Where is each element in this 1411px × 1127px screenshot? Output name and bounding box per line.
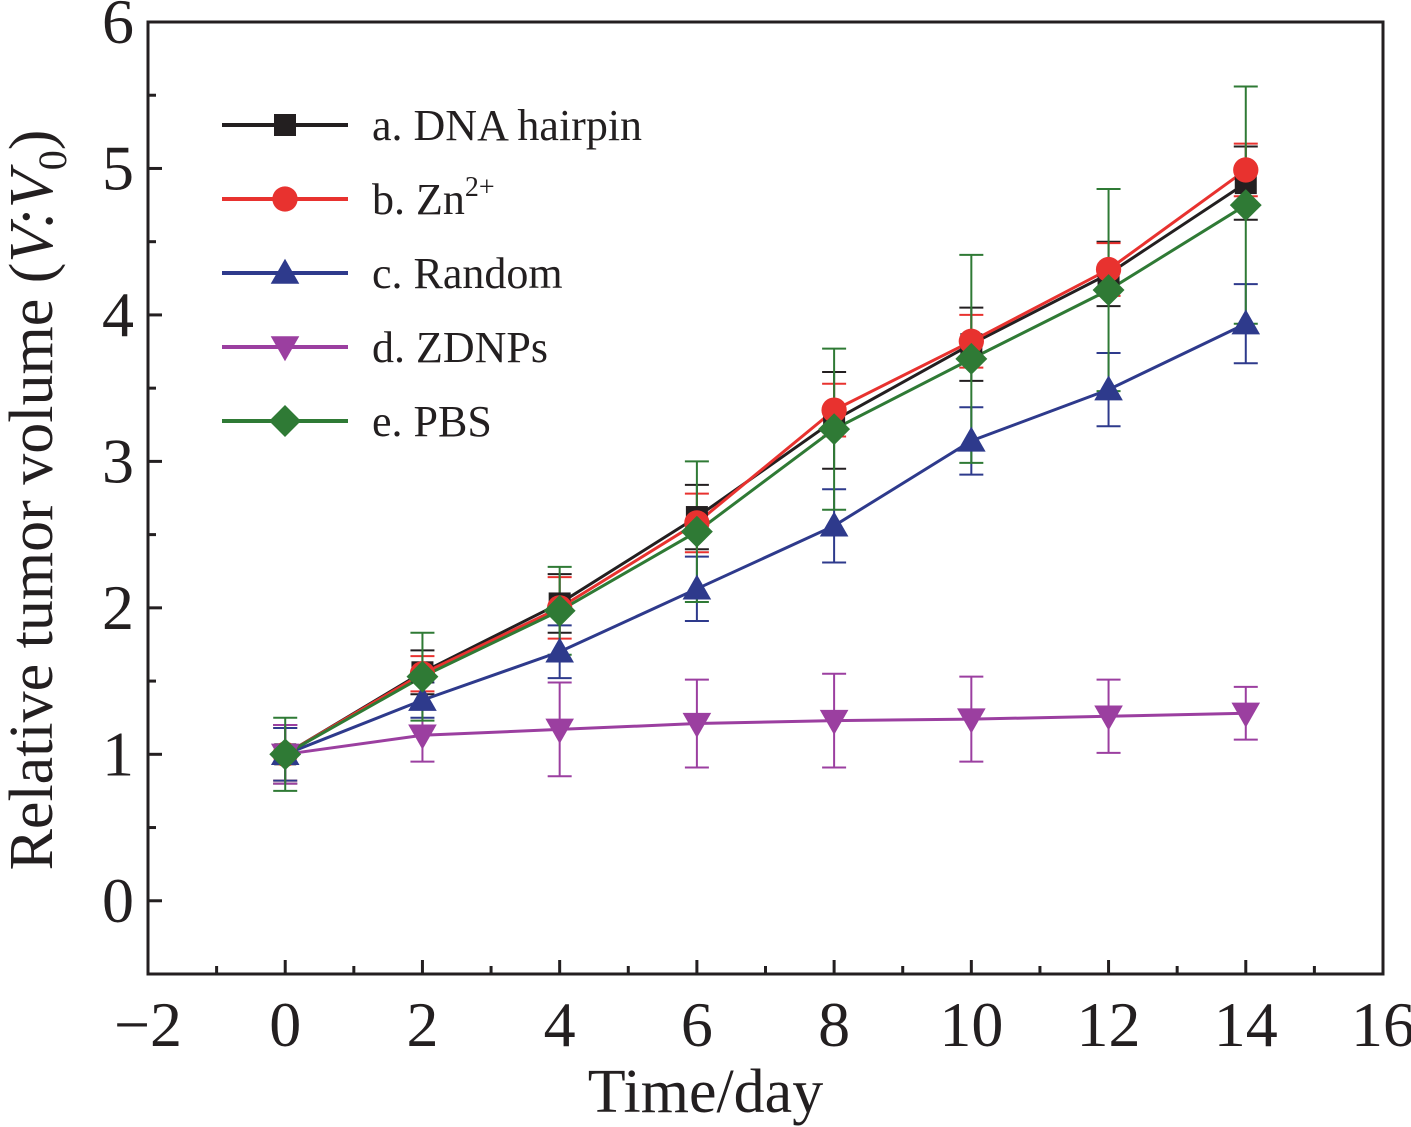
series-lines — [284, 168, 1247, 756]
data-point — [1094, 375, 1123, 401]
y-tick-label: 5 — [102, 132, 134, 203]
data-point — [818, 413, 851, 446]
legend-label: d. ZDNPs — [372, 323, 548, 372]
x-axis-label: Time/day — [588, 1058, 823, 1126]
data-point — [819, 511, 849, 537]
data-point — [545, 718, 574, 744]
data-point — [1095, 256, 1122, 283]
legend-marker — [269, 405, 301, 437]
data-point — [819, 709, 849, 735]
data-point — [957, 708, 986, 734]
y-axis-label: Relative tumor volume (V:V0) — [0, 130, 75, 871]
legend-label: a. DNA hairpin — [372, 101, 642, 150]
series-line — [285, 711, 1246, 756]
data-point — [680, 515, 713, 548]
legend-marker — [272, 186, 298, 212]
x-tick-label: 12 — [1077, 989, 1141, 1060]
x-tick-label: 14 — [1214, 989, 1278, 1060]
data-point — [1092, 274, 1125, 306]
legend-marker — [274, 114, 296, 136]
y-tick-label: 0 — [102, 865, 134, 936]
data-point — [406, 660, 439, 693]
legend-label: b. Zn2+ — [372, 172, 495, 224]
x-tick-label: 4 — [544, 989, 576, 1060]
x-tick-label: 0 — [269, 989, 301, 1060]
series-line — [284, 203, 1247, 756]
data-point — [1231, 309, 1261, 335]
y-tick-label: 1 — [102, 718, 134, 789]
y-tick-label: 4 — [102, 279, 134, 350]
legend-label: c. Random — [372, 249, 563, 298]
legend-marker — [270, 258, 300, 284]
data-point — [543, 594, 576, 627]
x-axis-title: Time/day — [588, 1058, 823, 1126]
data-point — [821, 397, 847, 423]
data-point — [955, 342, 988, 375]
series-line — [284, 181, 1247, 756]
data-point — [957, 426, 986, 452]
y-tick-label: 6 — [102, 0, 134, 57]
y-tick-label: 3 — [102, 425, 134, 496]
y-tick-label: 2 — [102, 572, 134, 643]
x-tick-label: −2 — [114, 989, 182, 1060]
x-tick-label: 6 — [681, 989, 713, 1060]
series-line — [284, 322, 1247, 756]
data-point — [1094, 705, 1123, 731]
series-line — [284, 168, 1247, 756]
data-point — [545, 637, 574, 663]
x-tick-label: 16 — [1351, 989, 1411, 1060]
data-point — [408, 724, 437, 750]
data-points — [269, 157, 1262, 771]
data-point — [1233, 157, 1259, 183]
data-point — [408, 685, 437, 711]
axes — [146, 20, 1385, 976]
plot-frame — [146, 20, 1385, 976]
x-tick-label: 8 — [818, 989, 850, 1060]
legend-marker — [270, 336, 300, 362]
data-point — [269, 738, 302, 771]
data-point — [1229, 189, 1262, 222]
legend-label: e. PBS — [372, 397, 492, 446]
data-point — [958, 328, 984, 354]
x-tick-label: 2 — [406, 989, 438, 1060]
x-tick-label: 10 — [939, 989, 1003, 1060]
data-point — [682, 574, 712, 600]
legend: a. DNA hairpin b. Zn2+ c. Random d. ZDNPs e.… — [222, 101, 642, 446]
data-point — [682, 712, 712, 738]
data-point — [1231, 702, 1261, 728]
y-axis-title: Relative tumor volume (V:V0) — [0, 130, 75, 871]
